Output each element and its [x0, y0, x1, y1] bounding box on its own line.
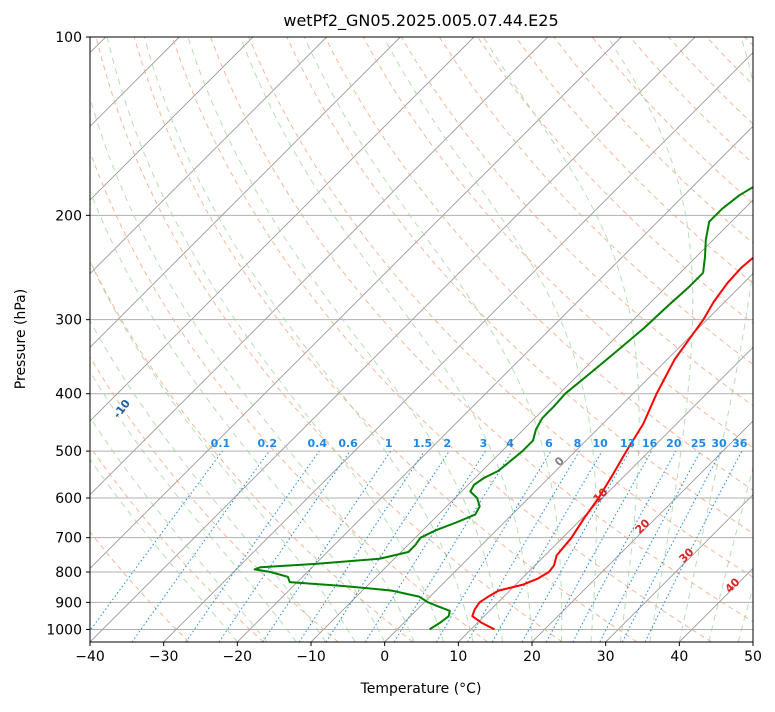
x-tick-label: −30: [149, 649, 179, 665]
mixing-ratio-label: 30: [711, 437, 727, 450]
x-tick-label: 40: [670, 649, 688, 665]
mixing-ratio-label: 8: [574, 437, 582, 450]
y-tick-label: 400: [55, 387, 82, 403]
y-tick-label: 500: [55, 444, 82, 460]
mixing-ratio-label: 0.1: [211, 437, 231, 450]
y-tick-label: 1000: [46, 622, 82, 638]
mixing-ratio-label: 0.2: [258, 437, 278, 450]
y-axis-label: Pressure (hPa): [13, 289, 29, 389]
mixing-ratio-label: 20: [666, 437, 682, 450]
x-tick-label: 30: [597, 649, 615, 665]
mixing-ratio-label: 10: [592, 437, 608, 450]
mixing-ratio-label: 0.4: [308, 437, 328, 450]
y-tick-label: 700: [55, 531, 82, 547]
mixing-ratio-label: 0.6: [338, 437, 358, 450]
mixing-ratio-label: 4: [506, 437, 514, 450]
x-tick-label: 10: [449, 649, 467, 665]
mixing-ratio-label: 6: [545, 437, 553, 450]
y-tick-label: 300: [55, 313, 82, 329]
mixing-ratio-label: 25: [691, 437, 706, 450]
x-tick-label: 50: [744, 649, 762, 665]
chart-title: wetPf2_GN05.2025.005.07.44.E25: [283, 11, 558, 31]
x-tick-label: 20: [523, 649, 541, 665]
y-tick-label: 800: [55, 565, 82, 581]
x-tick-label: 0: [380, 649, 389, 665]
mixing-ratio-label: 2: [443, 437, 451, 450]
x-tick-label: −40: [75, 649, 105, 665]
mixing-ratio-label: 3: [480, 437, 488, 450]
mixing-ratio-label: 1: [385, 437, 393, 450]
mixing-ratio-label: 13: [620, 437, 635, 450]
mixing-ratio-label: 1.5: [413, 437, 433, 450]
x-axis-label: Temperature (°C): [360, 681, 482, 697]
x-tick-label: −10: [296, 649, 326, 665]
mixing-ratio-label: 36: [732, 437, 748, 450]
y-tick-label: 900: [55, 595, 82, 611]
y-tick-label: 200: [55, 208, 82, 224]
y-tick-label: 600: [55, 491, 82, 507]
mixing-ratio-label: 16: [642, 437, 658, 450]
x-tick-label: −20: [223, 649, 253, 665]
y-tick-label: 100: [55, 30, 82, 46]
